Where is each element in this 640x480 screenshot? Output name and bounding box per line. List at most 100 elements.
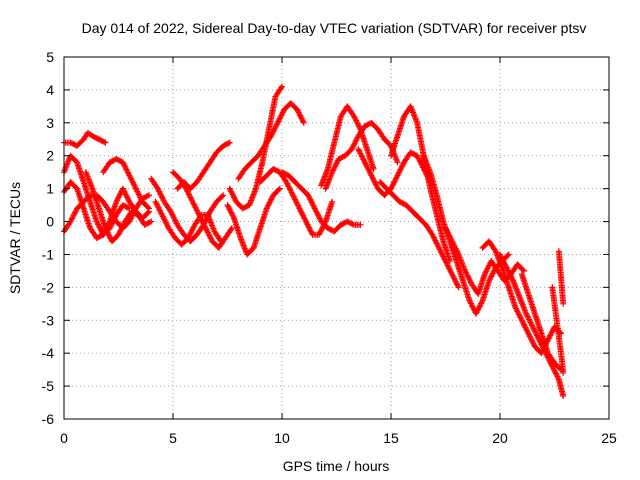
data-point: [241, 204, 248, 211]
chart-title: Day 014 of 2022, Sidereal Day-to-day VTE…: [82, 20, 587, 36]
data-point: [272, 167, 279, 174]
data-point: [519, 266, 526, 273]
data-point: [99, 138, 106, 145]
data-point: [148, 218, 155, 225]
data-point: [344, 218, 351, 225]
data-point: [341, 219, 348, 226]
data-point: [114, 156, 121, 163]
data-point: [411, 151, 418, 158]
y-axis-tick-labels: -6 -5 -4 -3 -2 -1 0 1 2 3 4 5: [42, 49, 55, 427]
data-point: [339, 154, 346, 161]
data-series-trace-22: [442, 225, 527, 297]
data-point: [224, 140, 231, 147]
data-point: [97, 136, 104, 143]
data-point: [300, 119, 307, 126]
data-point: [326, 225, 333, 232]
y-tick-label: 5: [46, 49, 54, 65]
y-tick-label: -1: [42, 246, 55, 262]
x-tick-label: 25: [601, 430, 617, 446]
data-point: [282, 171, 289, 178]
data-series-trace-5: [82, 169, 155, 245]
data-point: [274, 167, 281, 174]
data-point: [560, 392, 567, 399]
data-point: [279, 169, 285, 176]
data-series-trace-1: [61, 129, 109, 149]
data-point: [327, 226, 334, 233]
data-point: [348, 220, 355, 227]
data-series-trace-20: [377, 179, 462, 291]
data-point: [146, 219, 153, 226]
data-point: [364, 121, 371, 128]
data-point: [144, 204, 151, 211]
data-point: [504, 252, 511, 259]
data-point: [279, 83, 285, 90]
data-series-trace-6: [100, 156, 153, 212]
data-point: [220, 142, 227, 149]
data-point: [270, 165, 277, 172]
x-tick-label: 10: [274, 430, 290, 446]
y-tick-label: 1: [46, 181, 54, 197]
data-point: [336, 155, 343, 162]
data-point: [101, 138, 108, 145]
data-point: [242, 204, 249, 211]
x-tick-label: 5: [169, 430, 177, 446]
data-point: [93, 134, 100, 141]
data-point: [98, 137, 105, 144]
data-point: [400, 200, 407, 207]
data-point: [276, 185, 283, 192]
data-point: [93, 235, 100, 241]
y-tick-label: -3: [42, 312, 55, 328]
data-point: [339, 221, 346, 228]
data-point: [221, 142, 228, 149]
data-point: [67, 139, 74, 146]
y-tick-label: 3: [46, 115, 54, 131]
data-point: [226, 139, 233, 146]
x-tick-label: 20: [492, 430, 508, 446]
data-series-trace-2: [61, 152, 133, 238]
y-tick-label: -6: [42, 411, 55, 427]
y-tick-label: -5: [42, 378, 55, 394]
data-point: [143, 193, 150, 200]
data-point: [110, 157, 117, 164]
data-point: [520, 267, 527, 274]
y-tick-label: 0: [46, 214, 54, 230]
data-point: [220, 192, 227, 199]
data-point: [271, 166, 278, 173]
data-point: [363, 122, 370, 129]
data-series-trace-13: [235, 100, 307, 182]
data-point: [91, 134, 98, 141]
data-point: [281, 170, 288, 177]
data-point: [90, 133, 97, 140]
data-series-trace-9: [170, 169, 235, 251]
x-axis-tick-labels: 0 5 10 15 20 25: [60, 430, 617, 446]
x-tick-label: 0: [60, 430, 68, 446]
data-point: [95, 136, 102, 143]
data-point: [117, 157, 124, 164]
data-point: [129, 209, 136, 216]
data-point: [109, 157, 116, 164]
data-point: [324, 225, 331, 232]
data-series-trace-8: [152, 198, 224, 248]
data-point: [394, 159, 401, 166]
data-series-trace-7: [148, 175, 227, 245]
data-point: [407, 149, 414, 156]
data-point: [505, 251, 512, 258]
data-point: [113, 156, 120, 163]
data-point: [128, 208, 135, 215]
data-series-trace-19: [388, 103, 453, 265]
data-point: [115, 157, 122, 164]
data-point: [70, 140, 77, 147]
data-point: [145, 219, 152, 226]
axis-ticks: [63, 56, 610, 420]
data-series-trace-26: [549, 284, 567, 376]
data-point: [97, 233, 104, 240]
data-point: [329, 198, 336, 205]
data-point: [144, 192, 151, 199]
data-point: [335, 156, 342, 163]
data-point: [95, 234, 102, 241]
data-point: [121, 202, 128, 209]
data-point: [219, 193, 226, 200]
data-point: [347, 219, 354, 226]
data-point: [123, 204, 130, 211]
